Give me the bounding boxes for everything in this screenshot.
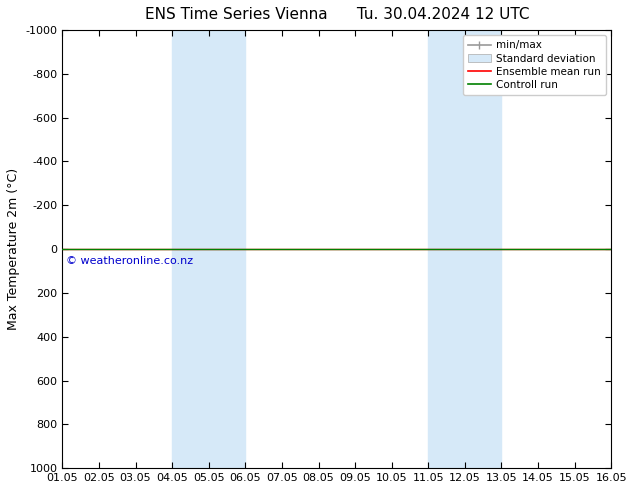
Y-axis label: Max Temperature 2m (°C): Max Temperature 2m (°C) (7, 168, 20, 330)
Bar (172, 30, 245, 468)
Text: © weatheronline.co.nz: © weatheronline.co.nz (66, 256, 193, 266)
Title: ENS Time Series Vienna      Tu. 30.04.2024 12 UTC: ENS Time Series Vienna Tu. 30.04.2024 12… (145, 7, 529, 22)
Bar (429, 30, 501, 468)
Legend: min/max, Standard deviation, Ensemble mean run, Controll run: min/max, Standard deviation, Ensemble me… (463, 35, 606, 95)
